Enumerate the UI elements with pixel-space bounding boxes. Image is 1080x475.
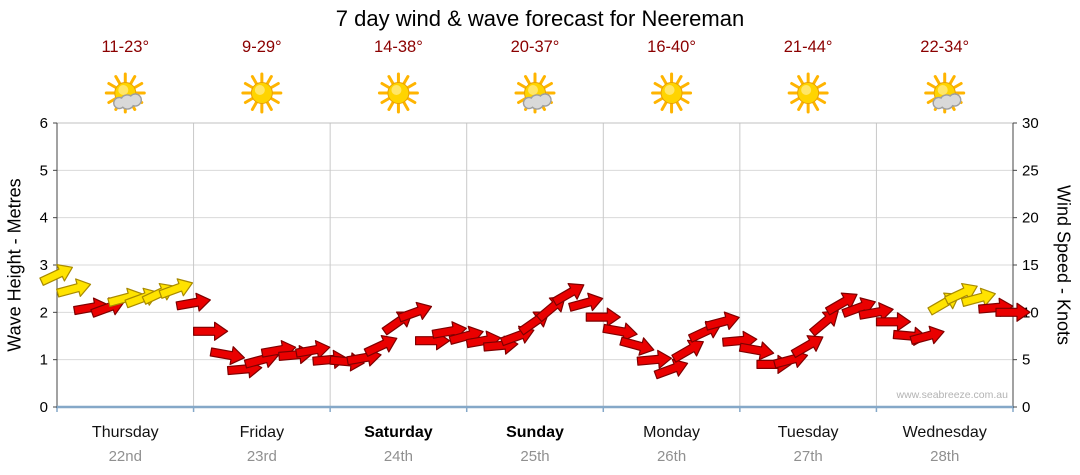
wind-arrow <box>960 287 996 307</box>
left-axis-tick-label: 1 <box>40 352 48 369</box>
sun-cloud-icon <box>104 72 146 114</box>
wind-arrow <box>551 283 585 306</box>
wind-arrow <box>995 302 1031 322</box>
temperature-range-label: 20-37° <box>511 38 560 56</box>
day-column: 21-44° Tuesday 27th <box>778 38 839 465</box>
right-axis-tick-label: 20 <box>1022 210 1039 227</box>
right-axis-tick-label: 0 <box>1022 399 1030 416</box>
wind-arrow <box>585 307 621 327</box>
wind-arrow <box>809 310 839 337</box>
left-axis-tick-label: 6 <box>40 115 48 132</box>
right-axis-tick-label: 10 <box>1022 304 1039 321</box>
wind-arrow <box>636 349 673 369</box>
right-axis-tick-label: 15 <box>1022 257 1039 274</box>
wind-arrow <box>209 346 246 366</box>
wind-arrow <box>295 340 331 359</box>
wind-arrow <box>909 325 945 345</box>
day-name-label: Sunday <box>506 424 564 441</box>
sun-icon <box>377 72 419 114</box>
left-axis-tick-label: 4 <box>40 210 48 227</box>
day-column: 16-40° Monday 26th <box>643 38 700 465</box>
axes <box>56 122 1014 412</box>
wind-arrow <box>875 312 912 332</box>
wind-arrow <box>397 301 433 323</box>
day-column: 14-38° Saturday 24th <box>364 38 433 465</box>
sun-icon <box>651 72 693 114</box>
wind-arrow <box>602 322 638 342</box>
temperature-range-label: 22-34° <box>920 38 969 56</box>
wind-arrow <box>175 292 211 312</box>
wind-arrow <box>568 292 604 312</box>
day-name-label: Friday <box>240 424 284 441</box>
wind-arrow <box>790 335 824 359</box>
left-axis-tick-label: 2 <box>40 304 48 321</box>
day-name-label: Saturday <box>364 424 433 441</box>
day-name-label: Tuesday <box>778 424 839 441</box>
day-date-label: 24th <box>384 448 413 465</box>
temperature-range-label: 9-29° <box>242 38 282 56</box>
wind-arrow <box>824 292 858 316</box>
page-title: 7 day wind & wave forecast for Neereman <box>335 6 745 31</box>
temperature-range-label: 16-40° <box>647 38 696 56</box>
wind-arrow <box>653 358 689 380</box>
day-name-label: Monday <box>643 424 700 441</box>
wind-arrow <box>56 278 92 298</box>
day-column: 11-23° Thursday 22nd <box>92 38 159 465</box>
day-column: 22-34° Wednesday 28th <box>903 38 987 465</box>
day-date-label: 26th <box>657 448 686 465</box>
day-name-label: Thursday <box>92 424 159 441</box>
wind-arrows <box>39 264 1031 380</box>
right-axis-tick-label: 25 <box>1022 162 1039 179</box>
wind-arrow <box>39 264 74 286</box>
temperature-range-label: 11-23° <box>101 38 149 56</box>
day-columns: 11-23° Thursday 22nd 9-29° Friday 23rd 14-38° S… <box>92 38 987 465</box>
gridlines <box>57 123 1013 407</box>
tick-labels: 0 1 2 3 4 5 6 0 5 10 15 20 25 30 <box>40 115 1039 416</box>
sun-icon <box>787 72 829 114</box>
sun-cloud-icon <box>514 72 556 114</box>
watermark: www.seabreeze.com.au <box>896 389 1008 401</box>
wind-arrow <box>858 302 894 322</box>
day-column: 9-29° Friday 23rd <box>240 38 284 465</box>
wind-arrow <box>671 339 704 363</box>
wind-arrow <box>619 336 655 356</box>
day-name-label: Wednesday <box>903 424 987 441</box>
wind-arrow <box>704 311 740 331</box>
day-date-label: 25th <box>520 448 549 465</box>
day-date-label: 27th <box>794 448 823 465</box>
right-axis-tick-label: 5 <box>1022 352 1030 369</box>
day-date-label: 22nd <box>109 448 142 465</box>
temperature-range-label: 14-38° <box>374 38 423 56</box>
day-date-label: 28th <box>930 448 959 465</box>
right-axis-tick-label: 30 <box>1022 115 1039 132</box>
day-column: 20-37° Sunday 25th <box>506 38 564 465</box>
left-axis-tick-label: 3 <box>40 257 48 274</box>
wind-arrow <box>158 278 194 299</box>
left-axis-tick-label: 5 <box>40 162 48 179</box>
sun-icon <box>241 72 283 114</box>
wind-arrow <box>363 335 398 357</box>
temperature-range-label: 21-44° <box>784 38 833 56</box>
day-date-label: 23rd <box>247 448 277 465</box>
wind-arrow <box>738 341 775 361</box>
wind-arrow <box>193 321 229 341</box>
sun-cloud-icon <box>924 72 966 114</box>
left-axis-tick-label: 0 <box>40 399 48 416</box>
